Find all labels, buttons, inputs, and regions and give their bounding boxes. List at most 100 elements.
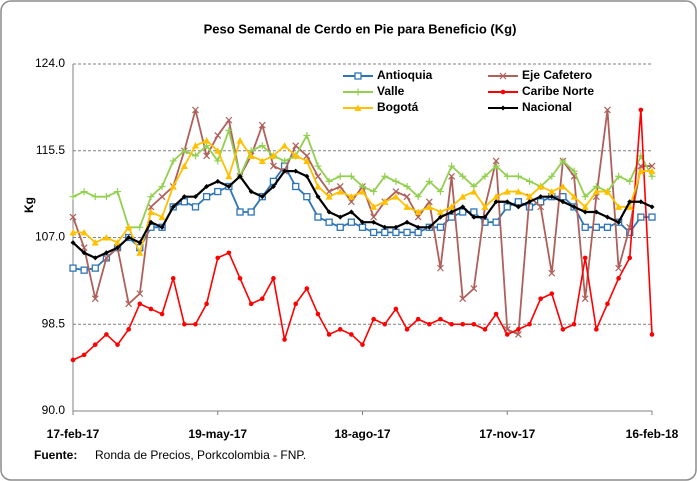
- series-marker: [315, 194, 321, 200]
- legend-marker: [499, 72, 507, 80]
- legend-item: Antioquia: [343, 68, 433, 82]
- series-marker: [560, 327, 566, 332]
- series-marker: [559, 182, 567, 190]
- series-marker: [470, 188, 478, 195]
- y-tick-label: 124.0: [35, 56, 65, 70]
- series-marker: [103, 250, 109, 256]
- series-marker: [336, 172, 344, 180]
- series-marker: [459, 172, 467, 180]
- series-marker: [648, 162, 656, 170]
- series-marker: [437, 214, 443, 220]
- series-marker: [304, 286, 310, 291]
- series-marker: [515, 204, 521, 210]
- series-marker: [559, 157, 567, 165]
- series-marker: [582, 209, 588, 215]
- series-marker: [170, 276, 176, 281]
- series-marker: [615, 203, 623, 210]
- series-marker: [449, 321, 454, 327]
- series-marker: [370, 203, 378, 210]
- series-marker: [627, 255, 633, 261]
- series-marker: [81, 352, 87, 358]
- series-marker: [549, 291, 555, 296]
- series-marker: [326, 209, 332, 215]
- series-marker: [259, 296, 265, 302]
- series-marker: [269, 152, 277, 159]
- series-marker: [492, 218, 500, 226]
- series-marker: [414, 208, 422, 215]
- legend-marker: [354, 104, 362, 111]
- series-marker: [282, 168, 288, 174]
- series-marker: [538, 296, 543, 302]
- series-marker: [548, 188, 556, 195]
- series-marker: [392, 177, 400, 185]
- series-marker: [102, 234, 110, 241]
- series-marker: [459, 295, 467, 303]
- series-marker: [158, 213, 166, 221]
- series-marker: [382, 224, 388, 230]
- series-marker: [581, 295, 589, 303]
- series-marker: [527, 199, 533, 205]
- series-marker: [603, 223, 612, 231]
- series-marker: [325, 193, 333, 200]
- series-marker: [136, 290, 144, 298]
- series-marker: [481, 203, 489, 210]
- series-marker: [425, 177, 433, 185]
- series-marker: [258, 121, 266, 129]
- series-marker: [570, 167, 578, 175]
- series-marker: [270, 183, 276, 189]
- series-marker: [314, 182, 322, 190]
- series-marker: [425, 203, 433, 210]
- series-marker: [392, 193, 400, 200]
- series-marker: [159, 224, 165, 230]
- series-marker: [347, 172, 355, 180]
- series-marker: [170, 204, 176, 210]
- series-marker: [325, 177, 333, 185]
- series-marker: [626, 203, 634, 210]
- series-marker: [449, 209, 455, 215]
- series-marker: [649, 332, 655, 337]
- series-marker: [492, 162, 500, 170]
- series-marker: [92, 255, 98, 261]
- series-marker: [293, 168, 299, 174]
- series-marker: [315, 311, 321, 317]
- series-marker: [102, 193, 110, 201]
- x-tick-label: 17-nov-17: [479, 427, 535, 441]
- series-marker: [503, 188, 511, 195]
- series-marker: [360, 342, 365, 347]
- series-marker: [392, 228, 400, 237]
- y-tick-label: 98.5: [42, 316, 66, 330]
- series-marker: [214, 157, 222, 165]
- series-marker: [281, 157, 289, 165]
- series-marker: [492, 157, 500, 165]
- series-marker: [648, 213, 656, 221]
- series-marker: [303, 193, 311, 201]
- series-marker: [247, 152, 255, 159]
- series-marker: [526, 193, 534, 200]
- series-marker: [158, 193, 166, 201]
- series-marker: [516, 327, 521, 332]
- series-marker: [147, 203, 155, 211]
- series-marker: [526, 177, 534, 185]
- x-tick-label: 19-may-17: [188, 427, 247, 441]
- legend-item: Nacional: [488, 100, 572, 114]
- series-marker: [236, 208, 244, 216]
- series-marker: [115, 342, 120, 347]
- series-marker: [336, 188, 344, 195]
- series-marker: [471, 214, 477, 220]
- series-marker: [226, 250, 232, 256]
- series-marker: [493, 199, 499, 205]
- x-tick-label: 16-feb-18: [626, 427, 679, 441]
- series-marker: [180, 162, 188, 170]
- series-marker: [69, 193, 77, 201]
- series-marker: [126, 235, 132, 240]
- series-marker: [136, 223, 144, 231]
- series-marker: [447, 213, 456, 221]
- legend-item: Caribe Norte: [488, 84, 594, 98]
- series-marker: [503, 203, 511, 211]
- series: [70, 168, 655, 261]
- series-marker: [214, 147, 222, 154]
- legend-label: Caribe Norte: [522, 84, 594, 98]
- chart-title: Peso Semanal de Cerdo en Pie para Benefi…: [204, 21, 517, 36]
- series-marker: [247, 208, 255, 216]
- series-marker: [203, 152, 211, 160]
